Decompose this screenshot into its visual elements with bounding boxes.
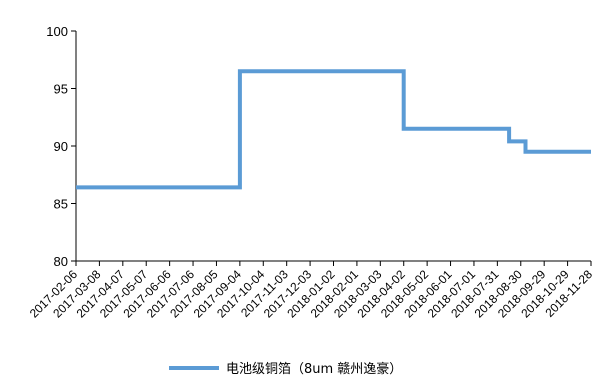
x-axis: 2017-02-062017-03-082017-04-072017-05-07… [27, 260, 595, 321]
y-axis: 80 85 90 95 100 [46, 24, 77, 269]
y-tick-label: 90 [54, 139, 68, 154]
legend: 电池级铜箔（8um 赣州逸豪） [169, 361, 402, 377]
series-layer [76, 69, 591, 190]
y-tick-label: 95 [54, 82, 68, 97]
series-line-0 [76, 69, 591, 190]
y-tick-label: 85 [54, 197, 68, 212]
y-tick-label: 100 [46, 24, 68, 39]
y-tick-label: 80 [54, 254, 68, 269]
legend-label: 电池级铜箔（8um 赣州逸豪） [226, 361, 402, 377]
